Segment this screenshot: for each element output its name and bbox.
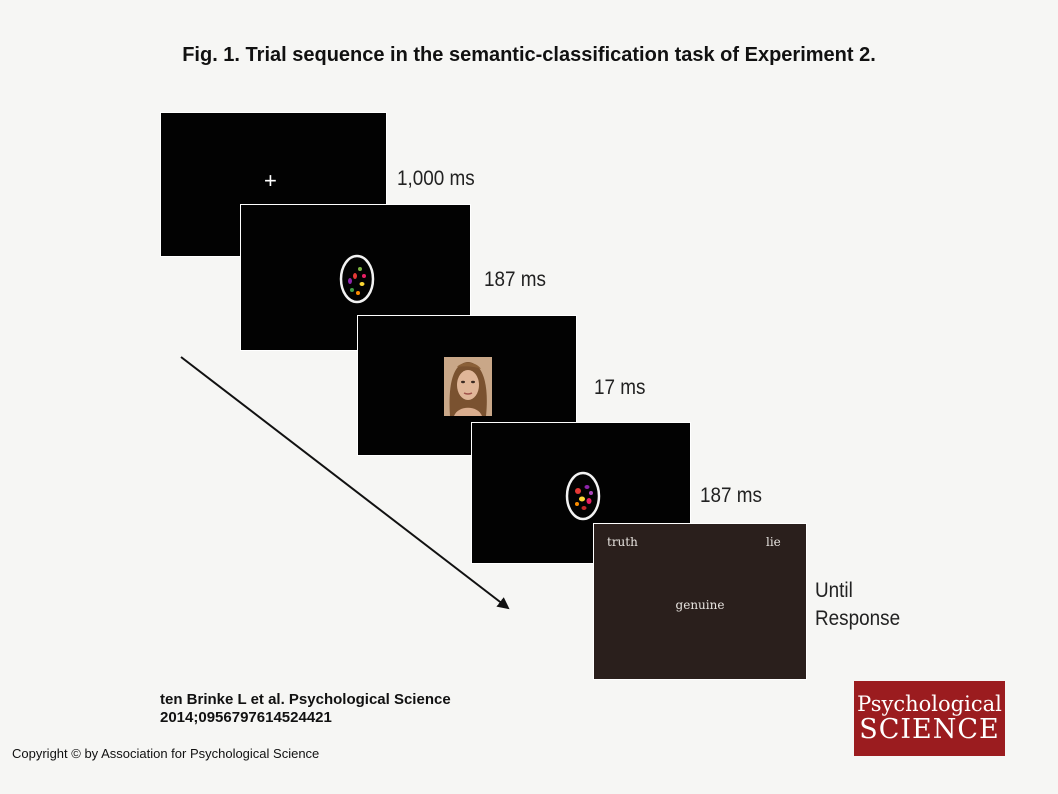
response-screen: truth lie genuine	[593, 523, 807, 680]
forward-mask-image	[339, 254, 375, 304]
logo-line2: SCIENCE	[859, 714, 1000, 745]
fixation-cross: +	[264, 168, 277, 193]
logo-line1: Psychological	[857, 692, 1002, 716]
duration-label-fixation: 1,000 ms	[397, 167, 475, 190]
response-right-label: lie	[766, 535, 781, 549]
citation: ten Brinke L et al. Psychological Scienc…	[160, 691, 451, 727]
figure-title: Fig. 1. Trial sequence in the semantic-c…	[182, 44, 876, 66]
citation-line1: ten Brinke L et al. Psychological Scienc…	[160, 691, 451, 708]
duration-label-forward-mask: 187 ms	[484, 268, 546, 291]
duration-label-response: Until Response	[815, 577, 900, 633]
response-left-label: truth	[607, 535, 638, 549]
citation-line2: 2014;0956797614524421	[160, 709, 332, 726]
face-image	[444, 357, 492, 416]
response-target-word: genuine	[675, 598, 725, 612]
duration-label-face-prime: 17 ms	[594, 376, 646, 399]
duration-label-response-line1: Until	[815, 579, 853, 602]
copyright-notice: Copyright © by Association for Psycholog…	[12, 746, 320, 761]
backward-mask-image	[565, 471, 601, 521]
duration-label-response-line2: Response	[815, 607, 901, 630]
duration-label-backward-mask: 187 ms	[700, 484, 762, 507]
journal-logo: Psychological SCIENCE	[854, 681, 1005, 756]
